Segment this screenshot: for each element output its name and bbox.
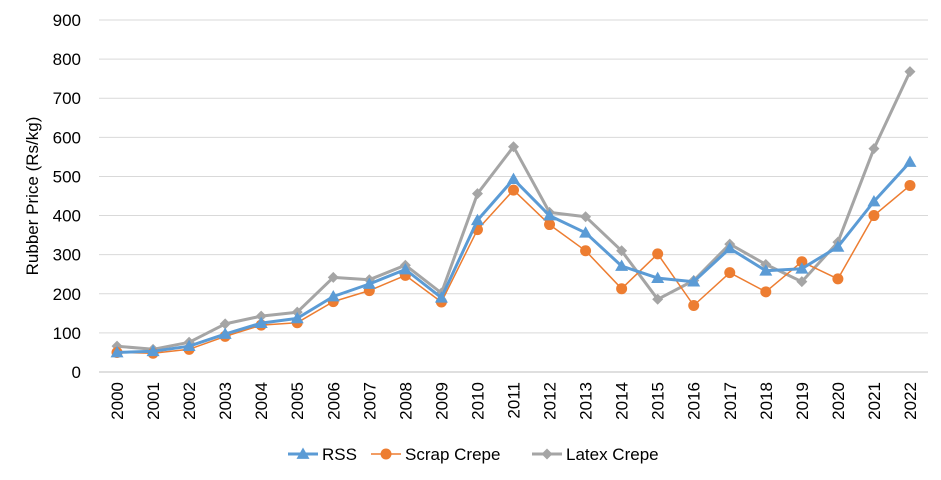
y-tick-label: 500 — [53, 167, 81, 186]
data-point-rss — [254, 316, 268, 328]
data-point-rss — [867, 194, 881, 207]
data-point-rss — [651, 271, 665, 284]
x-tick-label: 2000 — [108, 382, 127, 420]
data-point-scrap-crepe — [796, 256, 808, 268]
data-point-rss — [218, 327, 232, 339]
data-point-scrap-crepe — [508, 184, 519, 196]
legend-label: Latex Crepe — [566, 445, 659, 464]
data-point-scrap-crepe — [652, 248, 664, 260]
x-tick-label: 2012 — [541, 382, 560, 420]
data-point-latex-crepe — [616, 245, 628, 257]
legend-marker — [380, 448, 392, 460]
gridlines — [99, 19, 928, 373]
data-point-rss — [434, 291, 448, 303]
data-point-rss — [398, 263, 412, 275]
y-tick-label: 400 — [53, 207, 81, 226]
legend-marker — [541, 448, 553, 460]
data-point-latex-crepe — [508, 141, 519, 153]
data-point-latex-crepe — [868, 143, 880, 155]
y-axis-title: Rubber Price (Rs/kg) — [23, 117, 42, 276]
data-point-scrap-crepe — [760, 286, 772, 298]
data-point-rss — [903, 155, 917, 167]
legend-item-rss: RSS — [288, 445, 357, 464]
x-tick-label: 2007 — [360, 382, 379, 420]
data-point-scrap-crepe — [616, 283, 628, 295]
legend-item-scrap-crepe: Scrap Crepe — [371, 445, 500, 464]
x-tick-label: 2005 — [288, 382, 307, 420]
y-tick-label: 300 — [53, 246, 81, 265]
y-tick-label: 100 — [53, 324, 81, 343]
data-point-scrap-crepe — [868, 210, 880, 222]
data-point-rss — [759, 264, 773, 276]
y-tick-label: 0 — [72, 363, 81, 382]
data-point-latex-crepe — [580, 211, 592, 223]
x-tick-label: 2009 — [432, 382, 451, 420]
data-point-rss — [543, 209, 557, 221]
data-point-rss — [507, 172, 520, 185]
data-point-rss — [146, 344, 160, 357]
data-point-scrap-crepe — [688, 300, 700, 312]
y-axis-ticks: 0 100 200 300 400 500 600 700 800 900 — [53, 11, 81, 382]
y-tick-label: 900 — [53, 11, 81, 30]
data-point-rss — [831, 240, 845, 252]
data-point-rss — [579, 226, 593, 238]
series-lines — [110, 66, 917, 359]
x-tick-label: 2017 — [721, 382, 740, 420]
series-rss — [110, 155, 917, 358]
legend: RSS Scrap Crepe Latex Crepe — [288, 445, 659, 464]
x-tick-label: 2019 — [793, 382, 812, 420]
data-point-rss — [290, 311, 304, 324]
data-point-rss — [723, 241, 737, 254]
y-tick-label: 800 — [53, 50, 81, 69]
x-tick-label: 2006 — [324, 382, 343, 420]
legend-label: RSS — [322, 445, 357, 464]
x-tick-label: 2014 — [613, 382, 632, 420]
data-point-rss — [362, 277, 376, 289]
x-tick-label: 2022 — [901, 382, 920, 420]
data-point-latex-crepe — [255, 310, 267, 322]
series-latex-crepe — [111, 66, 916, 355]
data-point-rss — [687, 275, 701, 287]
y-tick-label: 700 — [53, 89, 81, 108]
y-tick-label: 600 — [53, 128, 81, 147]
x-tick-label: 2003 — [216, 382, 235, 420]
data-point-scrap-crepe — [832, 273, 844, 285]
data-point-latex-crepe — [219, 318, 231, 330]
data-point-scrap-crepe — [724, 267, 736, 279]
data-point-latex-crepe — [652, 293, 664, 305]
data-point-scrap-crepe — [904, 179, 916, 191]
data-point-rss — [110, 345, 124, 358]
x-tick-label: 2001 — [144, 382, 163, 420]
x-tick-label: 2013 — [577, 382, 596, 420]
data-point-rss — [615, 259, 629, 271]
legend-label: Scrap Crepe — [405, 445, 500, 464]
x-axis-ticks: 2000 2001 2002 2003 2004 2005 2006 2007 2008 2009… — [108, 382, 920, 420]
x-tick-label: 2002 — [180, 382, 199, 420]
x-tick-label: 2021 — [865, 382, 884, 420]
legend-item-latex-crepe: Latex Crepe — [532, 445, 659, 464]
data-point-scrap-crepe — [580, 245, 592, 257]
x-tick-label: 2015 — [649, 382, 668, 420]
data-point-rss — [795, 262, 809, 274]
x-tick-label: 2008 — [396, 382, 415, 420]
series-line-latex-crepe — [116, 70, 912, 351]
data-point-rss — [182, 339, 196, 352]
data-point-latex-crepe — [327, 271, 339, 283]
data-point-scrap-crepe — [544, 219, 556, 231]
x-tick-label: 2018 — [757, 382, 776, 420]
legend-marker — [296, 447, 310, 459]
data-point-rss — [470, 213, 484, 226]
x-tick-label: 2011 — [505, 382, 524, 419]
data-point-rss — [326, 290, 340, 302]
x-tick-label: 2010 — [468, 382, 487, 420]
y-tick-label: 200 — [53, 285, 81, 304]
x-tick-label: 2016 — [685, 382, 704, 420]
data-point-latex-crepe — [796, 276, 808, 288]
x-tick-label: 2020 — [829, 382, 848, 420]
data-point-latex-crepe — [904, 66, 916, 78]
x-tick-label: 2004 — [252, 382, 271, 420]
data-point-latex-crepe — [471, 188, 483, 200]
